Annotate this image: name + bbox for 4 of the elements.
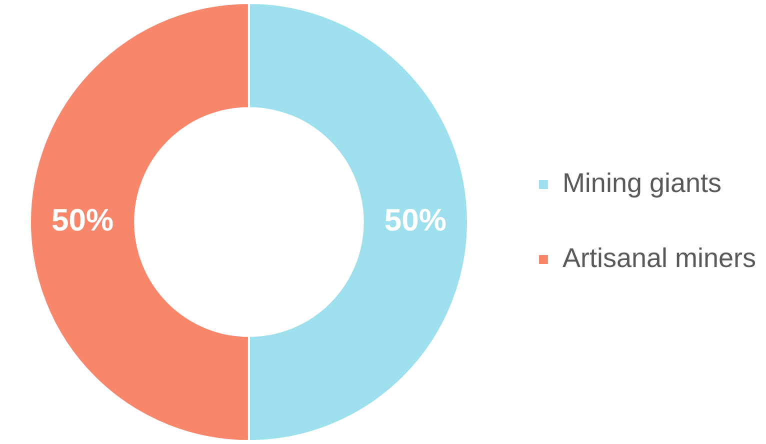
legend-label: Mining giants xyxy=(562,168,722,198)
legend-label: Artisanal miners xyxy=(562,242,756,273)
data-label: 50% xyxy=(52,202,114,238)
data-label: 50% xyxy=(384,202,446,238)
